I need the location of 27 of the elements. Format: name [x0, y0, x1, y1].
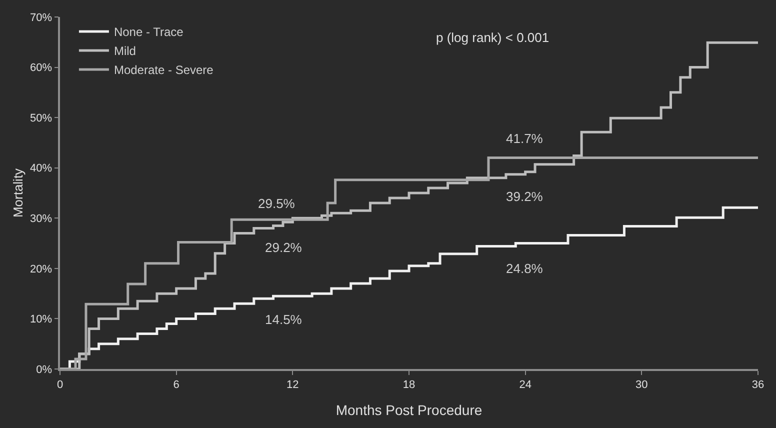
- y-axis-title: Mortality: [10, 168, 26, 218]
- x-tick-label: 36: [752, 378, 764, 391]
- y-tick-label: 40%: [30, 162, 52, 175]
- annotation: p (log rank) < 0.001: [436, 30, 550, 45]
- x-tick-label: 24: [519, 378, 532, 391]
- x-axis-title: Months Post Procedure: [336, 402, 482, 418]
- x-tick-label: 12: [286, 378, 299, 391]
- y-tick-label: 30%: [30, 212, 52, 225]
- annotation: 24.8%: [506, 261, 544, 276]
- x-tick-label: 30: [636, 378, 648, 391]
- x-tick-label: 6: [173, 378, 180, 391]
- y-tick-label: 70%: [30, 12, 52, 24]
- y-tick-label: 60%: [30, 62, 52, 74]
- annotation: 29.5%: [258, 196, 296, 211]
- annotation: 41.7%: [506, 131, 544, 146]
- legend-label: Mild: [114, 44, 136, 58]
- y-tick-label: 10%: [30, 314, 52, 326]
- y-tick-label: 0%: [36, 364, 52, 376]
- y-tick-label: 50%: [30, 112, 52, 124]
- y-tick-label: 20%: [30, 263, 52, 276]
- annotation: 39.2%: [506, 189, 544, 204]
- annotation: 29.2%: [265, 240, 302, 255]
- legend-label: None - Trace: [114, 25, 184, 40]
- legend-label: Moderate - Severe: [114, 63, 214, 78]
- x-tick-label: 18: [402, 378, 416, 391]
- x-tick-label: 0: [56, 378, 64, 391]
- annotation: 14.5%: [265, 312, 302, 327]
